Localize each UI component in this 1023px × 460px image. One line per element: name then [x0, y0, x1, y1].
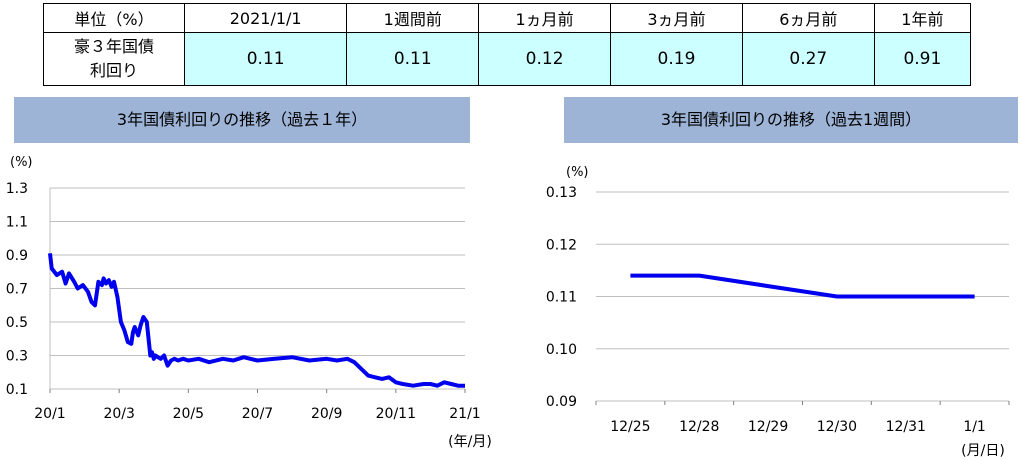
y-tick-label: 0.09 [546, 394, 577, 410]
table-cell: 0.91 [873, 32, 972, 86]
chart-1week: 0.13 0.12 0.11 0.10 0.09 12/25 12/28 12/29 12/30… [546, 165, 1010, 459]
y-tick-label: 0.7 [6, 282, 28, 298]
x-axis-unit: (月/日) [961, 443, 1005, 459]
x-tick-label: 12/29 [748, 419, 788, 435]
y-tick-label: 1.1 [6, 215, 28, 231]
x-tick-label: 1/1 [963, 419, 986, 435]
y-axis-unit: (%) [10, 155, 33, 170]
y-tick-label: 0.12 [546, 237, 577, 253]
x-tick-label: 20/11 [376, 406, 416, 422]
chart1-title: 3年国債利回りの推移（過去１年） [14, 97, 470, 143]
table-header-cell: 単位（%） [43, 3, 185, 33]
table-header-cell: 1年前 [873, 3, 972, 33]
table-header-cell: 3ヵ月前 [610, 3, 743, 33]
y-tick-label: 0.3 [6, 349, 28, 365]
x-tick-label: 20/5 [173, 406, 204, 422]
row-label-line1: 豪３年国債 [73, 37, 154, 56]
y-tick-label: 0.5 [6, 315, 28, 331]
x-tick-label: 20/9 [311, 406, 342, 422]
y-tick-label: 0.10 [546, 342, 577, 358]
table-cell: 0.19 [610, 32, 743, 86]
y-tick-label: 0.1 [6, 382, 28, 398]
row-label-line2: 利回り [89, 61, 138, 80]
table-cell: 0.12 [478, 32, 612, 86]
table-cell: 0.27 [741, 32, 875, 86]
x-tick-label: 12/31 [886, 419, 926, 435]
y-tick-label: 1.3 [6, 181, 28, 197]
table-header-row: 単位（%） 2021/1/1 1週間前 1ヵ月前 3ヵ月前 6ヵ月前 1年前 [43, 3, 972, 33]
y-tick-label: 0.13 [546, 185, 577, 201]
series-line [630, 273, 975, 299]
y-tick-label: 0.11 [546, 290, 577, 306]
chart2-title: 3年国債利回りの推移（過去1週間） [564, 97, 1018, 143]
x-tick-label: 21/1 [449, 406, 480, 422]
table-header-cell: 1週間前 [346, 3, 480, 33]
x-tick-label: 20/3 [103, 406, 134, 422]
row-label: 豪３年国債 利回り [43, 32, 185, 86]
y-tick-label: 0.9 [6, 248, 28, 264]
x-axis-unit: (年/月) [448, 434, 492, 450]
yield-table: 単位（%） 2021/1/1 1週間前 1ヵ月前 3ヵ月前 6ヵ月前 1年前 豪… [43, 3, 972, 86]
y-axis-unit: (%) [566, 165, 589, 180]
series-line [48, 253, 465, 388]
table-header-cell: 6ヵ月前 [741, 3, 875, 33]
table-row: 豪３年国債 利回り 0.11 0.11 0.12 0.19 0.27 0.91 [43, 32, 972, 86]
x-tick-label: 12/30 [817, 419, 857, 435]
table-header-cell: 2021/1/1 [183, 3, 348, 33]
table-cell: 0.11 [183, 32, 348, 86]
x-tick-label: 20/7 [242, 406, 273, 422]
chart-1year: 1.3 1.1 0.9 0.7 0.5 0.3 0.1 20/1 20/3 20/5 20/7 20/… [6, 155, 492, 450]
table-cell: 0.11 [346, 32, 480, 86]
x-tick-label: 20/1 [34, 406, 65, 422]
x-tick-label: 12/28 [679, 419, 719, 435]
x-tick-label: 12/25 [610, 419, 650, 435]
table-header-cell: 1ヵ月前 [478, 3, 612, 33]
